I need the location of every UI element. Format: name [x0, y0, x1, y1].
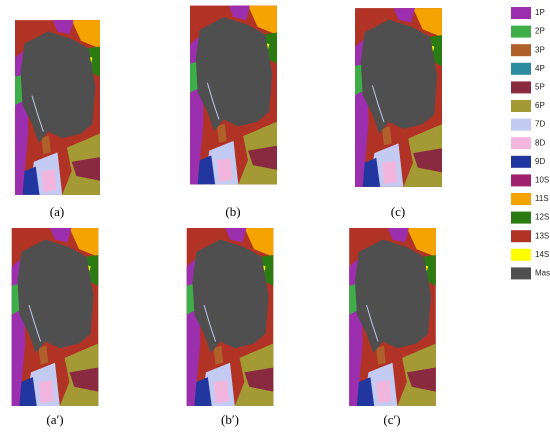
legend-label: 1P [535, 8, 545, 17]
legend-label: 6P [535, 101, 545, 110]
panel-label: (c′) [383, 412, 400, 427]
legend-swatch [511, 25, 531, 38]
panel-label: (b′) [221, 412, 239, 427]
legend-swatch [511, 100, 531, 112]
legend-label: 9D [535, 157, 545, 166]
legend-label: 2P [535, 27, 545, 36]
legend-swatch [511, 137, 531, 150]
legend-swatch [511, 155, 531, 168]
legend-label: 11S [535, 194, 549, 203]
legend-swatch [511, 248, 531, 261]
legend-swatch [511, 7, 531, 19]
legend-swatch [511, 230, 531, 243]
legend-label: 4P [535, 64, 545, 73]
panel-label: (a′) [46, 412, 63, 427]
legend-label: 10S [535, 176, 549, 185]
map-c [355, 7, 442, 188]
map-c-prime [348, 228, 437, 406]
panel-label: (a) [50, 204, 64, 219]
legend-label: Mask [535, 269, 550, 278]
legend-swatch [511, 193, 531, 205]
legend-swatch [511, 118, 531, 131]
legend-label: 3P [535, 45, 545, 54]
legend-swatch [511, 62, 531, 75]
legend-label: 7D [535, 120, 545, 129]
legend-swatch [511, 44, 531, 57]
legend-label: 12S [535, 213, 549, 222]
map-a-prime [11, 228, 99, 406]
map-b-prime [186, 228, 274, 406]
panel-label: (b) [225, 204, 240, 219]
legend-swatch [511, 267, 531, 280]
panel-label: (c) [391, 204, 405, 219]
legend-swatch [511, 174, 531, 187]
legend-swatch [511, 81, 531, 94]
legend-label: 8D [535, 138, 545, 147]
legend-label: 13S [535, 231, 549, 240]
map-b [190, 5, 277, 185]
legend-label: 14S [535, 250, 549, 259]
map-a [15, 19, 100, 196]
legend-swatch [511, 211, 531, 224]
legend-label: 5P [535, 83, 545, 92]
